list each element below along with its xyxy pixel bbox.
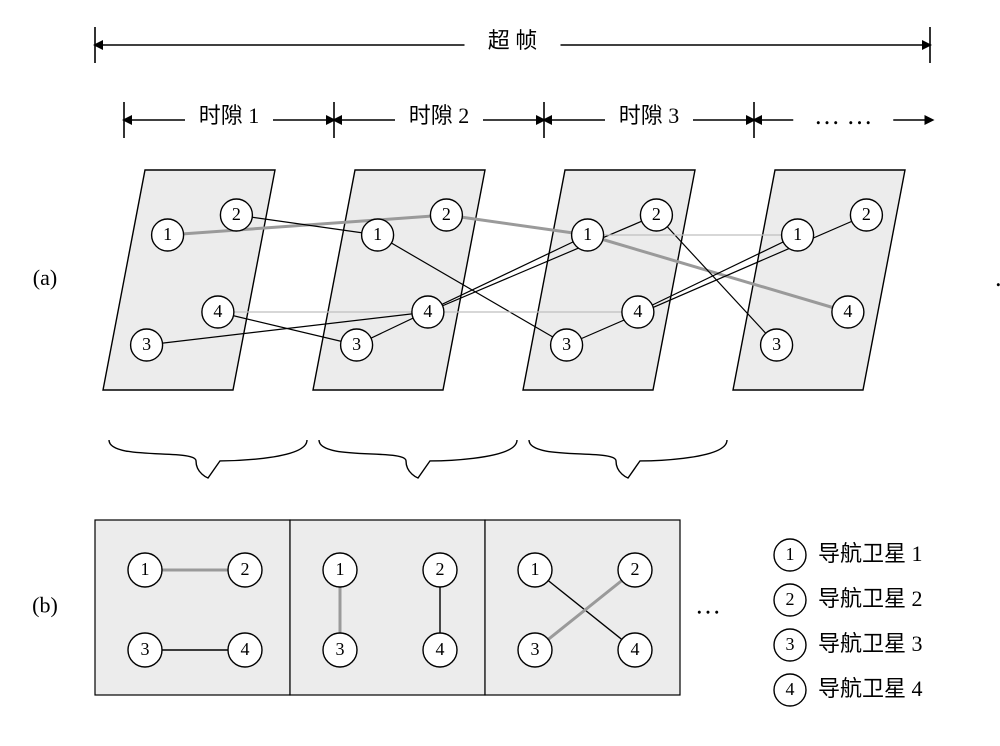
figure-root: 超 帧时隙 1 时隙 2 时隙 3 … … (a) 1 2 3 4 1 2 3 4 1 2 3 4 1 2 3 4 … …… — [0, 0, 1000, 746]
svg-text:2: 2 — [652, 204, 661, 224]
part-b-ellipsis: … — [695, 590, 721, 619]
svg-text:1: 1 — [163, 224, 172, 244]
svg-text:1: 1 — [141, 559, 150, 579]
time-slot-label-3: 时隙 3 — [619, 103, 680, 128]
svg-text:1: 1 — [786, 544, 795, 564]
svg-text:3: 3 — [141, 639, 150, 659]
part-b-label: (b) — [32, 593, 58, 618]
svg-text:3: 3 — [531, 639, 540, 659]
svg-text:3: 3 — [562, 334, 571, 354]
legend-label-4: 导航卫星 4 — [818, 676, 923, 701]
svg-text:4: 4 — [786, 679, 795, 699]
svg-text:3: 3 — [142, 334, 151, 354]
svg-text:2: 2 — [862, 204, 871, 224]
svg-text:3: 3 — [772, 334, 781, 354]
svg-text:2: 2 — [786, 589, 795, 609]
svg-text:2: 2 — [436, 559, 445, 579]
legend-label-1: 导航卫星 1 — [818, 541, 923, 566]
svg-text:3: 3 — [336, 639, 345, 659]
braces — [109, 440, 727, 478]
svg-text:4: 4 — [633, 301, 642, 321]
brace-3 — [529, 440, 727, 478]
svg-text:2: 2 — [442, 204, 451, 224]
svg-text:1: 1 — [373, 224, 382, 244]
panel-b-1 — [290, 520, 485, 695]
time-slot-label-2: 时隙 2 — [409, 103, 470, 128]
panel-3d-1 — [313, 170, 485, 390]
legend-label-3: 导航卫星 3 — [818, 631, 923, 656]
svg-text:2: 2 — [232, 204, 241, 224]
figure-svg: 超 帧时隙 1 时隙 2 时隙 3 … … (a) 1 2 3 4 1 2 3 4 1 2 3 4 1 2 3 4 … …… — [0, 0, 1000, 746]
time-slot-ellipsis: … … — [814, 101, 873, 130]
svg-text:3: 3 — [786, 634, 795, 654]
legend-label-2: 导航卫星 2 — [818, 586, 923, 611]
svg-text:4: 4 — [423, 301, 432, 321]
svg-text:4: 4 — [631, 639, 640, 659]
svg-text:2: 2 — [241, 559, 250, 579]
brace-1 — [109, 440, 307, 478]
svg-text:1: 1 — [793, 224, 802, 244]
svg-text:4: 4 — [436, 639, 445, 659]
svg-text:4: 4 — [241, 639, 250, 659]
svg-text:4: 4 — [213, 301, 222, 321]
part-a-label: (a) — [33, 265, 57, 290]
legend: 1 导航卫星 1 2 导航卫星 2 3 导航卫星 3 4 导航卫星 4 — [774, 539, 923, 706]
svg-text:2: 2 — [631, 559, 640, 579]
svg-text:4: 4 — [843, 301, 852, 321]
svg-text:1: 1 — [336, 559, 345, 579]
panels-ellipsis: … … — [994, 263, 1000, 292]
panel-3d-3 — [733, 170, 905, 390]
panel-b-0 — [95, 520, 290, 695]
panel-3d-2 — [523, 170, 695, 390]
time-slot-label-1: 时隙 1 — [199, 103, 260, 128]
part-b-panels: 1 2 3 4 1 2 3 4 1 2 3 4 — [95, 520, 680, 695]
svg-text:1: 1 — [531, 559, 540, 579]
panel-3d-0 — [103, 170, 275, 390]
svg-text:1: 1 — [583, 224, 592, 244]
svg-text:3: 3 — [352, 334, 361, 354]
brace-2 — [319, 440, 517, 478]
super-frame-label: 超 帧 — [488, 28, 538, 53]
